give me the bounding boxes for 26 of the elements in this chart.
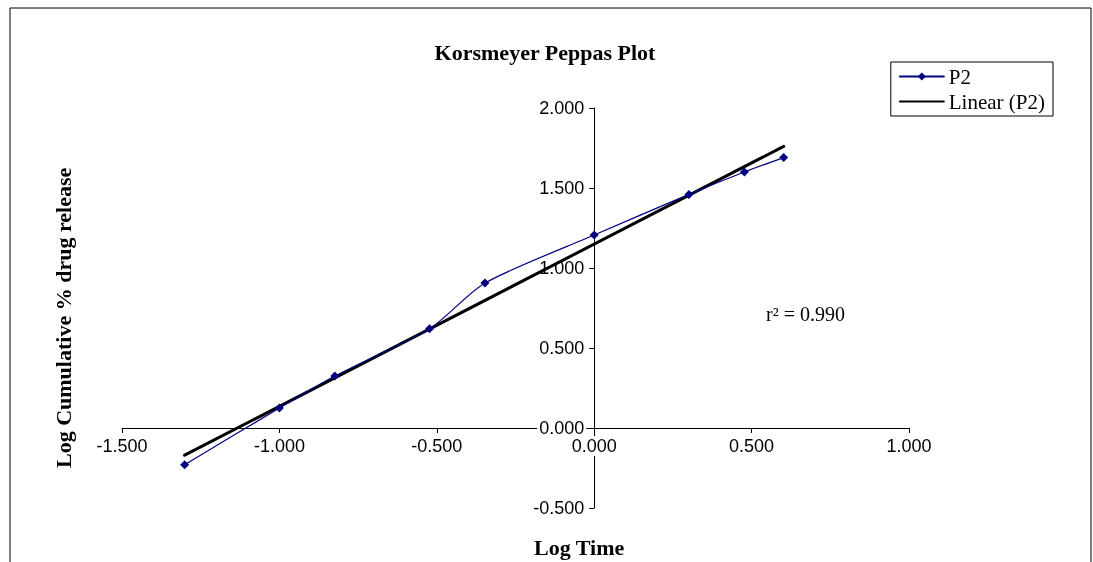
x-tick-label: 0.500 [729,436,775,456]
x-tick-label: -1.500 [96,436,148,456]
y-tick-label: 0.000 [539,418,585,438]
legend-label: P2 [948,64,971,89]
point [330,371,340,381]
legend-label: Linear (P2) [948,89,1046,114]
annotation: r² = 0.990 [766,303,845,325]
y-tick-label: 1.500 [539,178,585,198]
point [589,230,599,240]
x-tick-label: -1.000 [253,436,305,456]
y-tick-label: -0.500 [533,498,585,518]
point [180,460,190,470]
x-tick-label: 1.000 [886,436,932,456]
chart-title: Korsmeyer Peppas Plot [434,39,657,65]
x-axis-title: Log Time [534,534,625,560]
x-tick-label: -0.500 [411,436,463,456]
y-axis-title: Log Cumulative % drug release [50,167,76,468]
point [274,403,284,413]
y-tick-label: 0.500 [539,338,585,358]
point [425,324,435,334]
point [779,153,789,163]
x-tick-label: 0.000 [571,436,617,456]
y-tick-label: 2.000 [539,98,585,118]
point [684,189,694,199]
point [739,167,749,177]
point [480,278,490,288]
